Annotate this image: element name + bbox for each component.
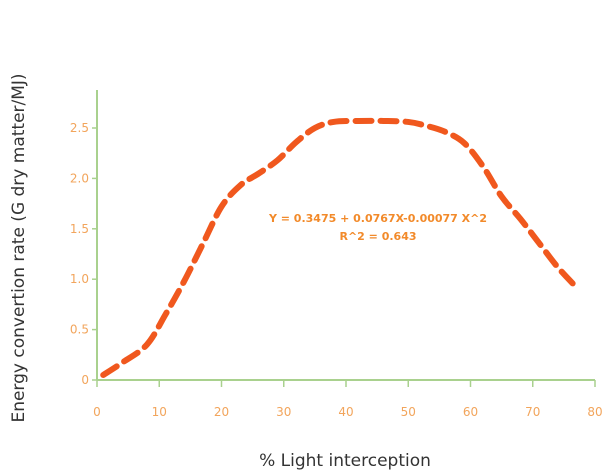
y-tick-label: 1.5 [70, 222, 89, 236]
x-axis-title: % Light interception [259, 451, 431, 471]
equation-annotation: Y = 0.3475 + 0.0767X-0.00077 X^2 [268, 212, 487, 225]
x-tick-label: 0 [93, 405, 101, 419]
r-squared-annotation: R^2 = 0.643 [339, 230, 416, 243]
y-tick-label: 0.5 [70, 323, 89, 337]
series [100, 117, 580, 378]
y-axis-title: Energy convertion rate (G dry matter/MJ) [9, 73, 29, 422]
ticks: 0 10 20 30 40 50 60 70 80 0 0.5 1.0 1.5 2.0 2.5 [70, 121, 602, 419]
x-tick-label: 10 [152, 405, 167, 419]
y-tick-label: 2.5 [70, 121, 89, 135]
x-tick-label: 70 [525, 405, 540, 419]
x-tick-label: 20 [214, 405, 229, 419]
y-tick-label: 0 [81, 373, 89, 387]
x-tick-label: 80 [587, 405, 602, 419]
x-tick-label: 40 [338, 405, 353, 419]
series-line [100, 117, 580, 378]
x-tick-label: 30 [276, 405, 291, 419]
x-tick-label: 50 [401, 405, 416, 419]
y-tick-label: 1.0 [70, 272, 89, 286]
y-tick-label: 2.0 [70, 171, 89, 185]
x-tick-label: 60 [463, 405, 478, 419]
